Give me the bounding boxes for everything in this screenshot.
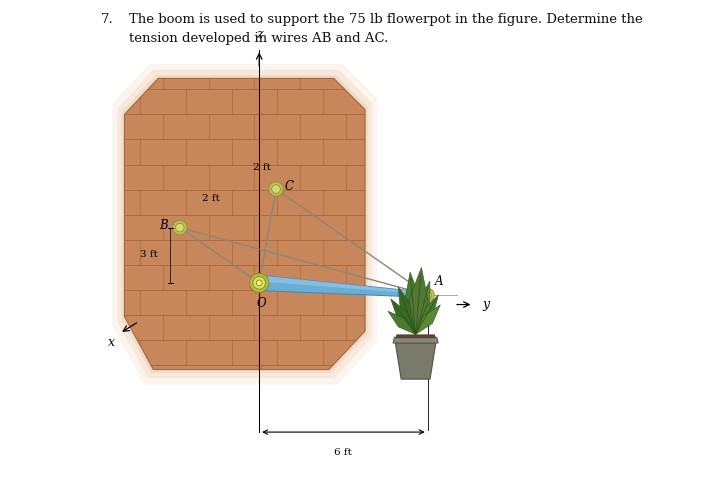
Text: z: z bbox=[256, 28, 263, 41]
Polygon shape bbox=[415, 281, 430, 334]
Circle shape bbox=[253, 277, 266, 289]
Polygon shape bbox=[405, 272, 422, 334]
Polygon shape bbox=[122, 75, 368, 373]
Text: C: C bbox=[285, 180, 294, 193]
Circle shape bbox=[173, 220, 187, 235]
Polygon shape bbox=[117, 70, 372, 378]
Polygon shape bbox=[409, 267, 428, 334]
Polygon shape bbox=[125, 78, 365, 369]
Text: y: y bbox=[482, 298, 489, 311]
Polygon shape bbox=[415, 295, 438, 334]
Polygon shape bbox=[258, 275, 427, 297]
Text: A: A bbox=[435, 275, 443, 287]
Polygon shape bbox=[393, 337, 438, 343]
Polygon shape bbox=[388, 311, 415, 334]
Circle shape bbox=[268, 182, 284, 197]
Polygon shape bbox=[395, 343, 436, 379]
Circle shape bbox=[256, 280, 262, 286]
Text: 2 ft: 2 ft bbox=[253, 163, 271, 172]
Text: x: x bbox=[107, 336, 115, 349]
Circle shape bbox=[271, 185, 281, 194]
Text: 2 ft: 2 ft bbox=[202, 194, 220, 203]
Text: 6 ft: 6 ft bbox=[334, 448, 352, 457]
Polygon shape bbox=[415, 305, 440, 334]
Polygon shape bbox=[259, 275, 427, 294]
Polygon shape bbox=[391, 299, 415, 334]
Text: The boom is used to support the 75 lb flowerpot in the figure. Determine the
ten: The boom is used to support the 75 lb fl… bbox=[130, 14, 643, 45]
Circle shape bbox=[175, 223, 184, 232]
Circle shape bbox=[250, 273, 268, 292]
Text: B: B bbox=[159, 219, 168, 232]
Polygon shape bbox=[398, 287, 415, 334]
Text: 3 ft: 3 ft bbox=[140, 250, 158, 258]
Circle shape bbox=[421, 288, 435, 302]
Polygon shape bbox=[395, 334, 436, 338]
Text: 7.: 7. bbox=[100, 14, 113, 27]
Circle shape bbox=[424, 291, 432, 299]
Text: O: O bbox=[257, 297, 266, 310]
Polygon shape bbox=[112, 64, 377, 385]
